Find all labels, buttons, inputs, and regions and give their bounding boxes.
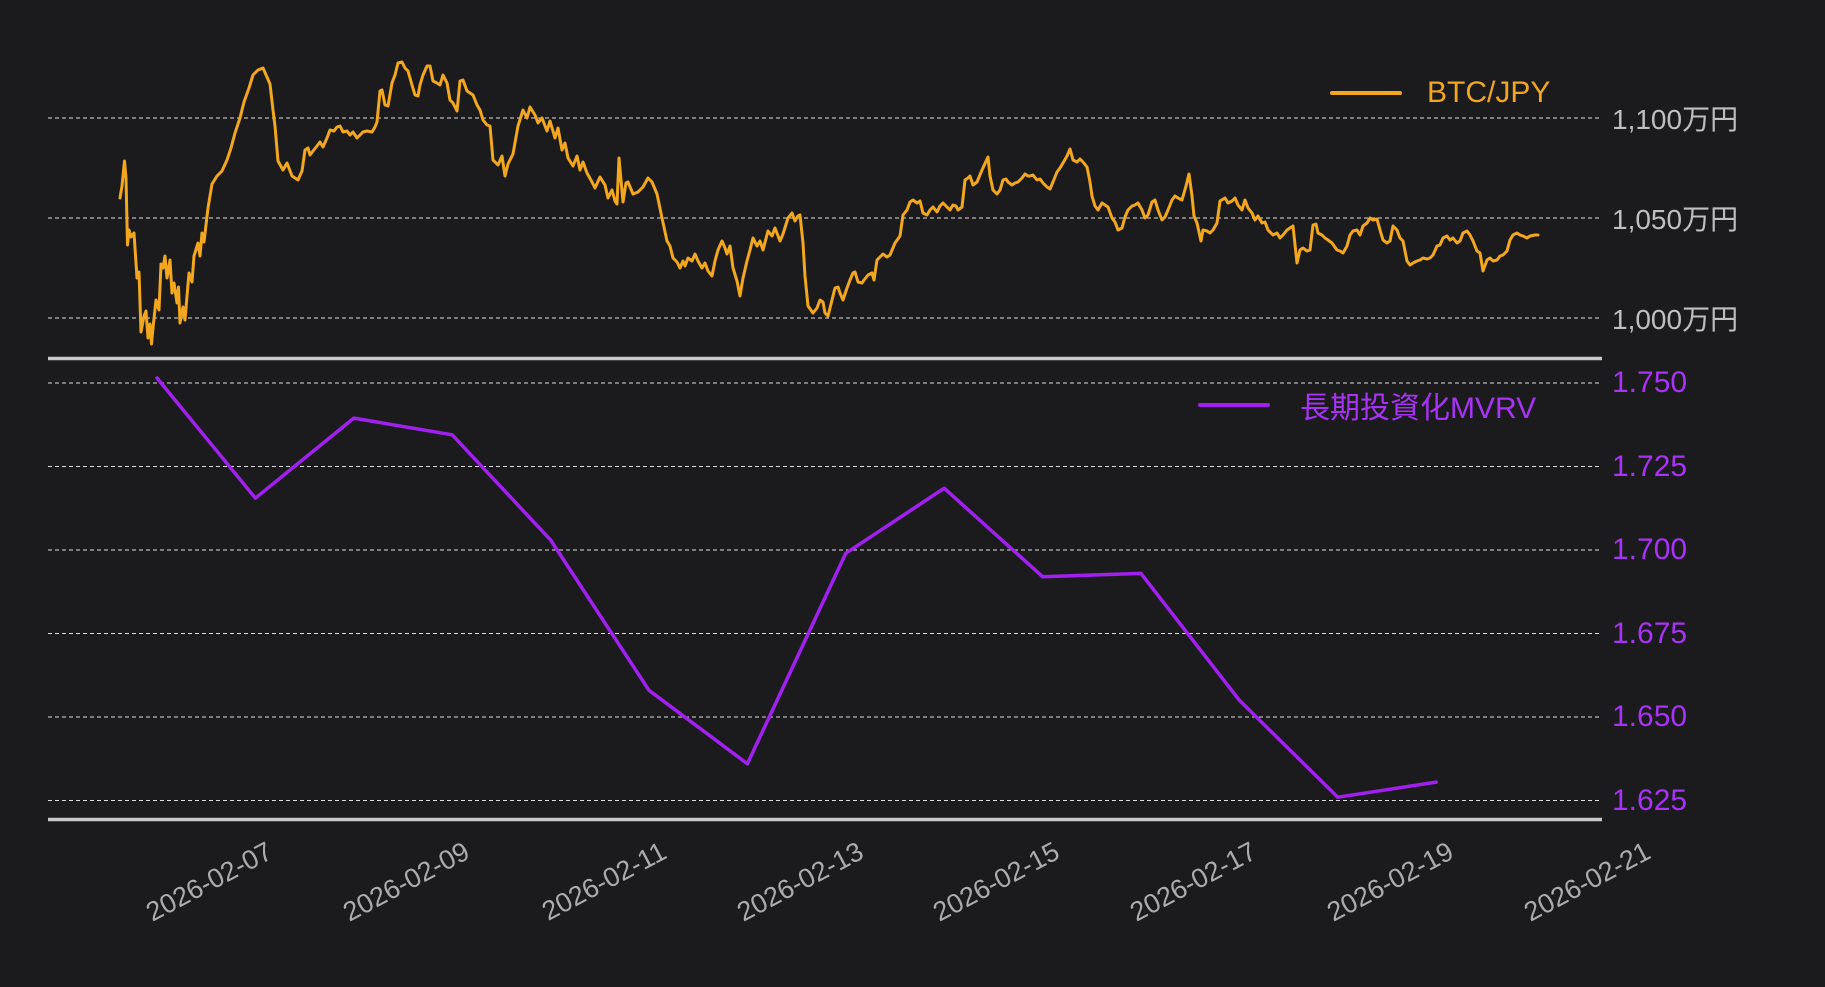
legend-item-btcjpy[interactable]: BTC/JPY [1330, 76, 1550, 110]
mvrv-legend-line-icon [1198, 403, 1270, 407]
legend-item-mvrv[interactable]: 長期投資化MVRV [1198, 383, 1536, 427]
mvrv-y-tick-label: 1.675 [1612, 616, 1688, 650]
mvrv-y-tick-label: 1.700 [1612, 533, 1688, 566]
mvrv-y-tick-label: 1.650 [1612, 700, 1688, 733]
mvrv-line [155, 376, 1438, 799]
btc-jpy-line [118, 60, 1540, 346]
mvrv-legend-label: 長期投資化MVRV [1300, 392, 1537, 425]
btc-y-tick-label: 1,050万円 [1612, 204, 1739, 235]
mvrv-y-tick-label: 1.725 [1612, 449, 1688, 483]
mvrv-y-tick-label: 1.750 [1612, 366, 1688, 399]
btc-y-tick-label: 1,000万円 [1612, 304, 1739, 335]
btc-y-tick-label: 1,100万円 [1612, 104, 1739, 135]
btc-legend-label: BTC/JPY [1427, 76, 1551, 109]
btc-legend-line-icon [1330, 91, 1402, 95]
mvrv-y-tick-label: 1.625 [1612, 783, 1688, 817]
